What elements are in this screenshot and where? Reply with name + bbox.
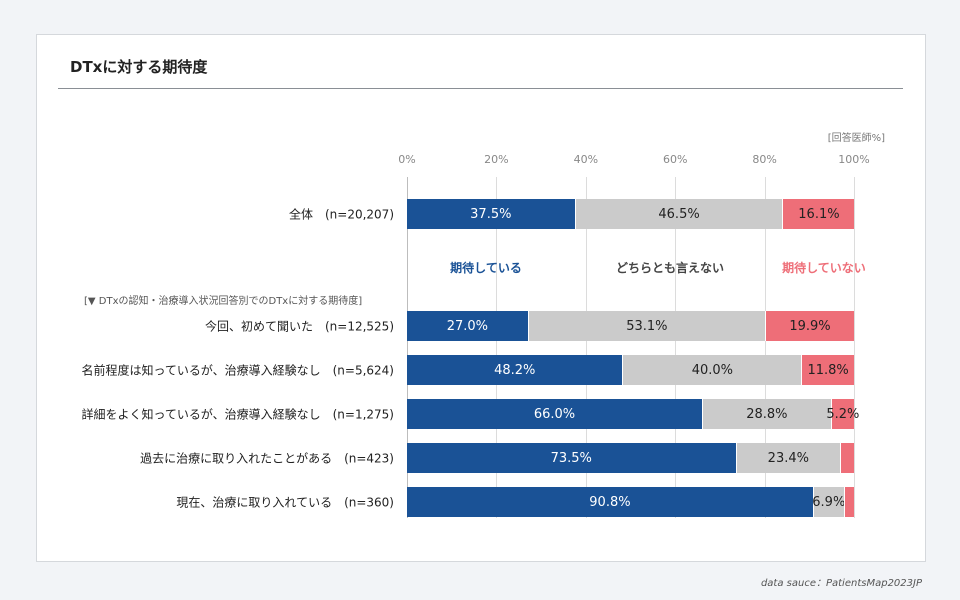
category-label: 過去に治療に取り入れたことがある (n=423) bbox=[140, 451, 394, 466]
category-label: 名前程度は知っているが、治療導入経験なし (n=5,624) bbox=[81, 363, 394, 378]
category-label: 全体 (n=20,207) bbox=[288, 207, 394, 222]
bar-segment: 53.1% bbox=[527, 311, 766, 341]
x-tick-label: 80% bbox=[752, 153, 777, 166]
bar-segment: 19.9% bbox=[765, 311, 854, 341]
chart-title: DTxに対する期待度 bbox=[70, 58, 208, 76]
x-tick-label: 0% bbox=[398, 153, 416, 166]
bar-segment: 48.2% bbox=[407, 355, 623, 385]
y-axis-line bbox=[407, 177, 408, 518]
category-label: 今回、初めて聞いた (n=12,525) bbox=[204, 319, 394, 334]
bar-segment: 90.8% bbox=[407, 487, 813, 517]
x-gridline bbox=[854, 177, 855, 518]
subgroup-heading: [▼ DTxの認知・治療導入状況回答別でのDTxに対する期待度] bbox=[84, 296, 363, 307]
x-tick-label: 20% bbox=[484, 153, 509, 166]
legend-item: 期待していない bbox=[782, 261, 866, 275]
bar-segment: 27.0% bbox=[407, 311, 528, 341]
bar-segment: 37.5% bbox=[407, 199, 575, 229]
bar-segment: 11.8% bbox=[801, 355, 854, 385]
bar-segment bbox=[840, 443, 854, 473]
x-tick-label: 100% bbox=[838, 153, 870, 166]
bar-segment: 46.5% bbox=[574, 199, 783, 229]
bar-segment bbox=[843, 487, 854, 517]
chart-card bbox=[36, 34, 926, 562]
source-note: data sauce：PatientsMap2023JP bbox=[760, 578, 922, 589]
x-gridline bbox=[496, 177, 498, 518]
category-label: 現在、治療に取り入れている (n=360) bbox=[176, 495, 394, 510]
legend-item: どちらとも言えない bbox=[615, 261, 725, 275]
bar-segment: 28.8% bbox=[702, 399, 831, 429]
x-gridline bbox=[585, 177, 587, 518]
bar-segment: 66.0% bbox=[407, 399, 703, 429]
legend-item: 期待している bbox=[450, 261, 522, 275]
x-tick-label: 60% bbox=[662, 153, 688, 166]
bar-segment: 73.5% bbox=[407, 443, 736, 473]
unit-note: [回答医師%] bbox=[827, 133, 885, 144]
title-divider bbox=[58, 88, 903, 89]
category-label: 詳細をよく知っているが、治療導入経験なし (n=1,275) bbox=[81, 407, 394, 422]
bar-segment: 23.4% bbox=[735, 443, 841, 473]
x-tick-label: 40% bbox=[573, 153, 599, 166]
x-gridline bbox=[675, 177, 677, 518]
x-gridline bbox=[764, 177, 766, 518]
bar-segment: 5.2% bbox=[826, 399, 859, 429]
bar-segment: 40.0% bbox=[622, 355, 802, 385]
bar-segment: 16.1% bbox=[782, 199, 855, 229]
bar-segment: 6.9% bbox=[812, 487, 845, 517]
